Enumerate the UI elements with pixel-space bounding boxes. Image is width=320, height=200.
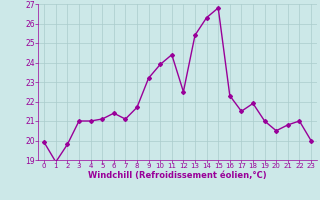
- X-axis label: Windchill (Refroidissement éolien,°C): Windchill (Refroidissement éolien,°C): [88, 171, 267, 180]
